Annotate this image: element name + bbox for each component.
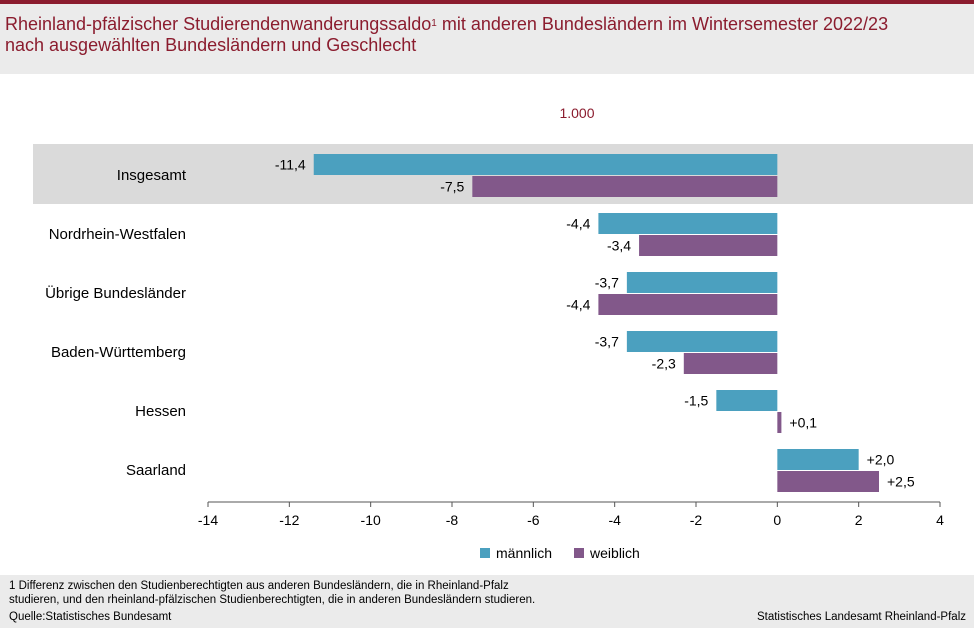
chart-title: Rheinland-pfälzischer Studierendenwander… [5,14,965,56]
bar-maennlich [626,272,778,293]
data-label: +2,0 [867,452,895,468]
bar-maennlich [716,390,778,411]
x-tick-label: -12 [279,512,299,528]
data-label: -3,7 [595,275,619,291]
bar-maennlich [313,154,778,175]
source: Quelle:Statistisches Bundesamt [9,611,172,623]
data-label: -2,3 [652,356,676,372]
bar-weiblich [683,353,778,374]
bar-weiblich [472,176,778,197]
data-label: -4,4 [566,297,590,313]
x-tick-label: -14 [198,512,218,528]
category-label: Insgesamt [117,167,187,184]
x-tick-label: -4 [608,512,621,528]
bar-maennlich [626,331,778,352]
title-line1: Rheinland-pfälzischer Studierendenwander… [5,14,889,34]
x-tick-label: -2 [690,512,703,528]
bar-weiblich [777,412,782,433]
category-label: Übrige Bundesländer [45,284,186,302]
data-label: -11,4 [275,157,306,173]
data-label: -4,4 [566,216,590,232]
footnote-line2: studieren, und den rheinland-pfälzischen… [9,594,536,606]
x-tick-label: 4 [936,512,944,528]
x-tick-label: -6 [527,512,540,528]
footnote-line1: 1 Differenz zwischen den Studienberechti… [9,580,509,592]
bar-weiblich [777,471,879,492]
category-label: Saarland [126,462,186,479]
legend-item-weiblich: weiblich [574,545,640,561]
data-label: -7,5 [440,179,464,195]
legend: männlich weiblich [480,545,640,561]
legend-label-weiblich: weiblich [590,545,640,561]
data-label: -3,7 [595,334,619,350]
data-label: +0,1 [789,415,817,431]
publisher: Statistisches Landesamt Rheinland-Pfalz [756,611,966,623]
legend-swatch-weiblich [574,548,585,558]
legend-item-maennlich: männlich [480,545,552,561]
brand-top-line [0,0,974,4]
footnote: 1 Differenz zwischen den Studienberechti… [9,579,709,607]
x-tick-label: 2 [855,512,863,528]
unit-label: 1.000 [559,105,595,121]
x-tick-label: -8 [446,512,459,528]
data-label: -3,4 [607,238,631,254]
legend-swatch-maennlich [480,548,490,558]
category-label: Hessen [135,403,186,420]
x-tick-label: 0 [773,512,781,528]
bar-weiblich [639,235,778,256]
bar-maennlich [777,449,859,470]
data-label: +2,5 [887,474,915,490]
bar-maennlich [598,213,778,234]
x-tick-label: -10 [361,512,381,528]
legend-label-maennlich: männlich [496,545,553,561]
data-label: -1,5 [684,393,708,409]
title-line2: nach ausgewählten Bundesländern und Gesc… [5,35,417,55]
category-label: Baden-Württemberg [51,344,186,361]
bar-weiblich [598,294,778,315]
category-label: Nordrhein-Westfalen [49,226,186,243]
